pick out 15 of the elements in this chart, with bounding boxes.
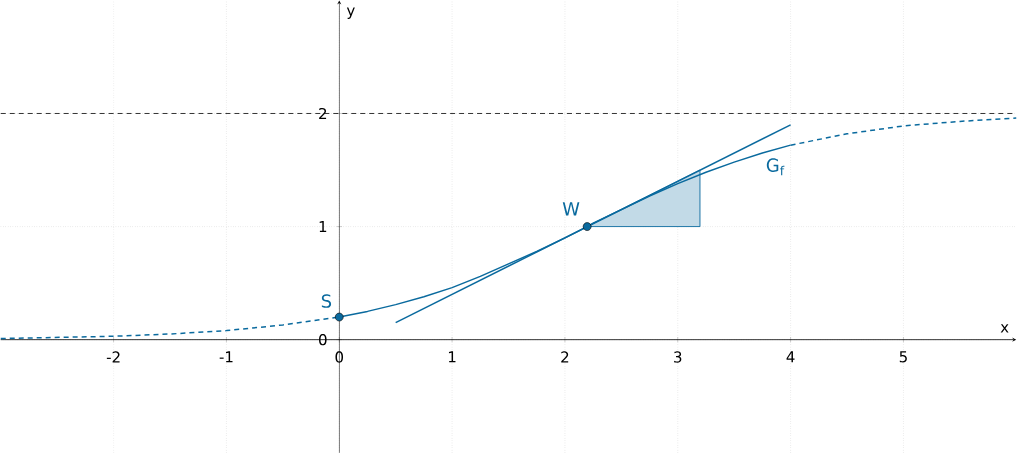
x-tick-label: 5 <box>899 351 907 363</box>
y-tick-label: 1 <box>319 221 327 232</box>
annotation: W <box>562 202 580 216</box>
y-axis-title: y <box>346 7 355 19</box>
annotation: S <box>321 294 332 308</box>
x-tick-label: 3 <box>674 351 682 363</box>
x-tick-label: 1 <box>448 351 456 363</box>
x-axis-title: x <box>1000 324 1009 333</box>
x-tick-label: -2 <box>106 351 120 363</box>
x-tick-label: 0 <box>335 351 344 363</box>
x-tick-label: 2 <box>561 351 569 363</box>
annotation: G$_{f}$ <box>766 158 785 176</box>
y-tick-label: 2 <box>319 107 327 119</box>
x-tick-label: 4 <box>786 351 795 363</box>
x-tick-label: -1 <box>219 351 233 363</box>
